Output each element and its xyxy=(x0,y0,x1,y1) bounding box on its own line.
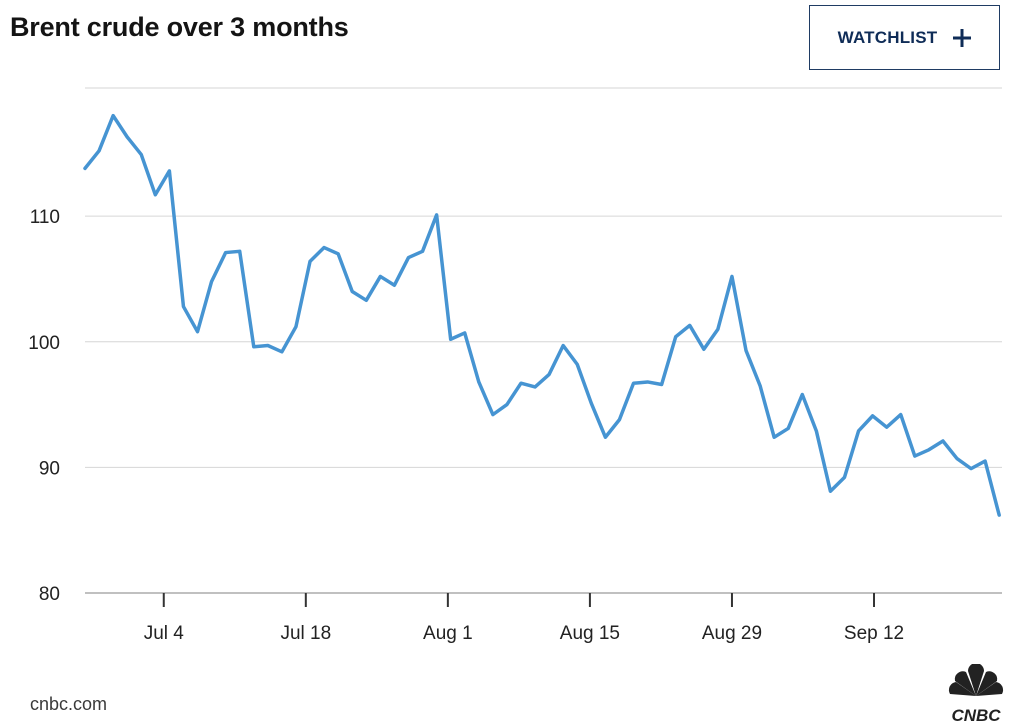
data-point xyxy=(983,459,987,463)
data-point xyxy=(561,344,565,347)
series-line xyxy=(83,113,1001,517)
data-point xyxy=(590,402,593,405)
y-tick-label: 110 xyxy=(30,207,60,228)
data-point xyxy=(618,418,621,421)
data-point xyxy=(322,246,326,249)
data-point xyxy=(730,275,734,278)
data-point xyxy=(196,330,199,333)
data-point xyxy=(547,373,551,376)
data-point xyxy=(660,383,663,386)
data-point xyxy=(969,467,973,470)
data-point xyxy=(365,299,368,302)
data-point xyxy=(294,325,298,328)
chart-title: Brent crude over 3 months xyxy=(10,12,349,42)
data-point xyxy=(955,457,959,460)
data-point xyxy=(210,280,213,283)
y-tick-label: 80 xyxy=(39,584,60,605)
data-point xyxy=(238,250,241,253)
data-point xyxy=(646,380,649,384)
data-point xyxy=(336,252,340,256)
data-point xyxy=(421,250,424,253)
data-point xyxy=(125,135,129,139)
data-point xyxy=(997,513,1001,517)
data-point xyxy=(941,439,945,443)
grid-lines xyxy=(85,87,1002,468)
y-tick-label: 90 xyxy=(39,458,60,479)
x-tick-label: Jul 4 xyxy=(144,623,185,644)
data-point xyxy=(351,290,354,293)
data-point xyxy=(899,413,902,416)
data-point xyxy=(140,153,143,156)
data-point xyxy=(154,193,157,196)
x-tick-label: Aug 1 xyxy=(423,623,473,644)
data-point xyxy=(463,331,466,335)
data-point xyxy=(533,385,537,389)
source-text: cnbc.com xyxy=(30,694,108,714)
data-point xyxy=(505,403,509,406)
data-point xyxy=(83,167,87,170)
data-point xyxy=(927,448,931,451)
data-point xyxy=(772,436,776,439)
data-point xyxy=(674,335,677,338)
data-point xyxy=(632,382,635,385)
data-point xyxy=(168,169,171,173)
data-point xyxy=(744,349,748,352)
data-point xyxy=(702,348,706,351)
watchlist-label: WATCHLIST xyxy=(837,27,938,47)
data-point xyxy=(379,275,382,278)
plus-icon xyxy=(953,28,972,47)
data-point xyxy=(97,149,101,153)
data-point xyxy=(857,429,860,433)
y-tick-labels: 80 90 100 110 xyxy=(28,207,60,605)
data-series xyxy=(83,113,1001,517)
data-point xyxy=(885,425,888,429)
data-point xyxy=(913,454,917,458)
data-point xyxy=(688,324,691,327)
x-axis: Jul 4 Jul 18 Aug 1 Aug 15 Aug 29 Sep 12 xyxy=(85,592,1002,644)
data-point xyxy=(576,363,579,366)
data-point xyxy=(815,429,818,433)
x-tick-label: Aug 29 xyxy=(702,623,762,644)
data-point xyxy=(393,284,396,287)
data-point xyxy=(449,338,452,341)
watchlist-button[interactable]: WATCHLIST xyxy=(809,5,1000,70)
data-point xyxy=(604,436,607,439)
data-point xyxy=(182,305,185,308)
data-point xyxy=(407,256,410,259)
data-point xyxy=(111,114,115,117)
data-point xyxy=(491,413,495,416)
data-point xyxy=(801,393,804,396)
data-point xyxy=(435,213,438,217)
data-point xyxy=(252,345,255,348)
data-point xyxy=(843,476,846,479)
data-point xyxy=(477,380,481,384)
data-point xyxy=(280,350,284,354)
data-point xyxy=(871,414,874,418)
data-point xyxy=(224,251,227,254)
data-point xyxy=(787,427,790,430)
data-point xyxy=(519,382,523,385)
data-point xyxy=(266,344,270,347)
cnbc-logo-text: CNBC xyxy=(951,706,1001,724)
data-point xyxy=(308,260,312,263)
cnbc-logo: CNBC xyxy=(948,664,1004,724)
y-tick-label: 100 xyxy=(28,333,60,354)
data-point xyxy=(829,490,832,493)
x-tick-label: Aug 15 xyxy=(560,623,620,644)
x-tick-label: Sep 12 xyxy=(844,623,904,644)
data-point xyxy=(716,327,720,331)
x-tick-label: Jul 18 xyxy=(280,623,331,644)
data-point xyxy=(758,384,762,387)
